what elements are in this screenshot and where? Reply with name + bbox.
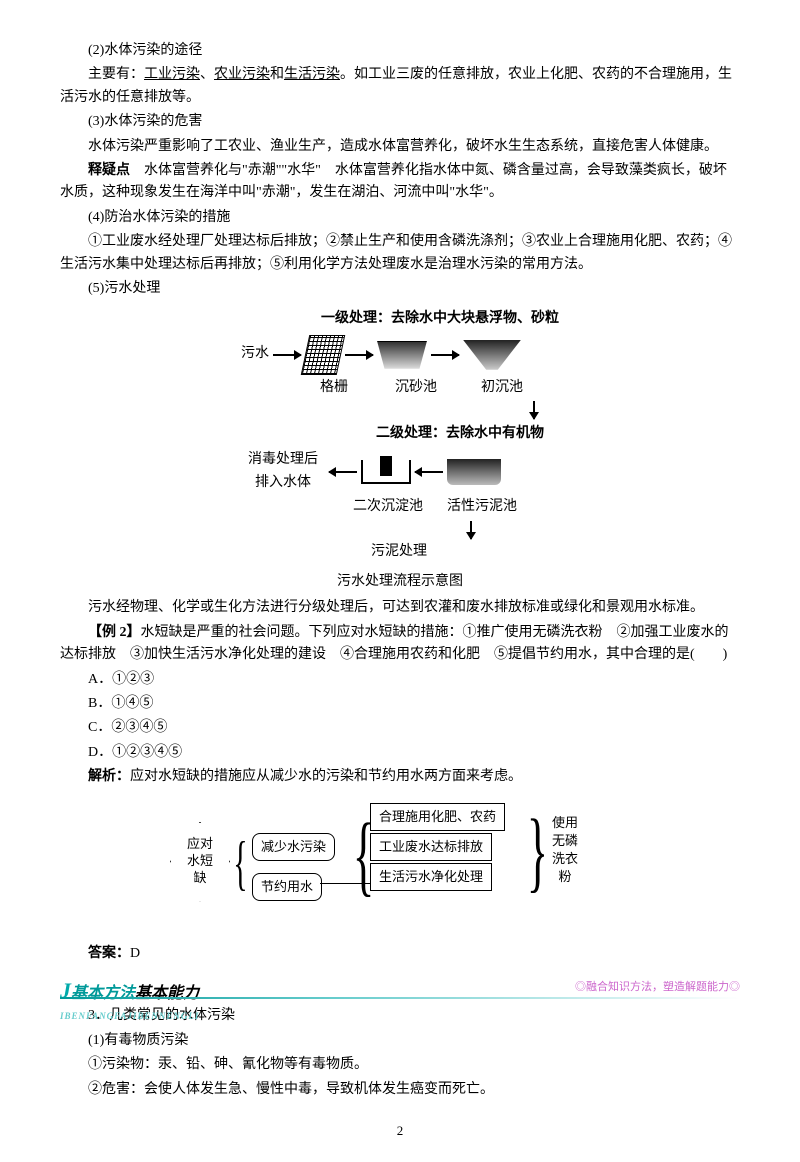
mindmap-diagram: 应对水短缺 { 减少水污染 节约用水 { 合理施用化肥、农药 工业废水达标排放 …: [60, 797, 740, 935]
answer-label: 答案：: [88, 946, 130, 961]
sand-shape: [377, 341, 427, 369]
note-para: 释疑点 水体富营养化与"赤潮""水华" 水体富营养化指水体中氮、磷含量过高，会导…: [60, 160, 740, 205]
arrow-down-icon: [533, 401, 535, 419]
options-block: A．①②③ B．①④⑤ C．②③④⑤ D．①②③④⑤: [88, 669, 740, 765]
analysis-label: 解析：: [88, 769, 130, 784]
level1-label: 一级处理：去除水中大块悬浮物、砂粒: [321, 308, 559, 330]
sec3-heading: (3)水体污染的危害: [60, 111, 740, 133]
sec4-heading: (4)防治水体污染的措施: [60, 207, 740, 229]
sec2-u1: 工业污染: [144, 67, 200, 82]
arrow-down-icon: [470, 521, 472, 539]
leaf-industrial: 工业废水达标排放: [370, 833, 492, 862]
bracket-icon: {: [233, 833, 247, 893]
arrow-left-icon: [329, 471, 357, 473]
option-b: B．①④⑤: [88, 693, 740, 715]
arrow-icon: [345, 354, 373, 356]
banner-main1: 基本方法: [71, 985, 135, 1002]
secondary-label: 二次沉淀池: [349, 496, 427, 518]
example-text: 水短缺是严重的社会问题。下列应对水短缺的措施：①推广使用无磷洗衣粉 ②加强工业废…: [60, 625, 729, 662]
note-label: 释疑点: [88, 163, 130, 178]
sec2-u3: 生活污染: [284, 67, 340, 82]
sec2-lead: 主要有：: [88, 67, 144, 82]
section-banner: J基本方法基本能力 IBENFANGFAJIBENNENGLI ◎融合知识方法，…: [60, 973, 740, 1001]
level2-label: 二级处理：去除水中有机物: [361, 423, 559, 445]
arrow-left-icon: [415, 471, 443, 473]
settle-shape: [361, 460, 411, 484]
leaf-domestic: 生活污水净化处理: [370, 863, 492, 892]
example-stem: 【例 2】水短缺是严重的社会问题。下列应对水短缺的措施：①推广使用无磷洗衣粉 ②…: [60, 622, 740, 667]
grid-shape: [301, 335, 346, 375]
banner-sub: IBENFANGFAJIBENNENGLI: [60, 1009, 199, 1023]
sludge-treat-label: 污泥处理: [359, 541, 439, 563]
primary-label: 初沉池: [473, 377, 531, 399]
primary-shape: [463, 340, 521, 370]
option-c: C．②③④⑤: [88, 717, 740, 739]
sec4-body: ①工业废水经处理厂处理达标后排放；②禁止生产和使用含磷洗涤剂；③农业上合理施用化…: [60, 231, 740, 276]
sewage-label: 污水: [241, 343, 269, 365]
sand-label: 沉砂池: [387, 377, 445, 399]
sewage-flowchart: 一级处理：去除水中大块悬浮物、砂粒 污水 格栅 沉砂池 初沉池 二级处理：去除水…: [60, 308, 740, 563]
common-line2: ②危害：会使人体发生急、慢性中毒，导致机体发生癌变而死亡。: [60, 1079, 740, 1101]
answer-value: D: [130, 946, 140, 961]
banner-main2: 基本能力: [135, 985, 199, 1002]
post-flow: 污水经物理、化学或生化方法进行分级处理后，可达到农灌和废水排放标准或绿化和景观用…: [60, 597, 740, 619]
common-sub1: (1)有毒物质污染: [60, 1030, 740, 1052]
page-number: 2: [60, 1121, 740, 1142]
note-body: 水体富营养化与"赤潮""水华" 水体富营养化指水体中氮、磷含量过高，会导致藻类疯…: [60, 163, 727, 200]
root-diamond: 应对水短缺: [170, 822, 230, 902]
sec2-u2: 农业污染: [214, 67, 270, 82]
sec5-heading: (5)污水处理: [60, 278, 740, 300]
example-label: 【例 2】: [88, 625, 141, 640]
sludge-shape: [447, 459, 501, 485]
connector-line: [320, 883, 370, 885]
option-a: A．①②③: [88, 669, 740, 691]
analysis: 解析：应对水短缺的措施应从减少水的污染和节约用水两方面来考虑。: [60, 766, 740, 788]
option-d: D．①②③④⑤: [88, 742, 740, 764]
common-line1: ①污染物：汞、铅、砷、氰化物等有毒物质。: [60, 1054, 740, 1076]
sludge-pool-label: 活性污泥池: [443, 496, 521, 518]
right-box: 使用无磷洗衣粉: [544, 811, 586, 890]
sec3-body: 水体污染严重影响了工农业、渔业生产，造成水体富营养化，破坏水生生态系统，直接危害…: [60, 136, 740, 158]
banner-right: ◎融合知识方法，塑造解题能力◎: [575, 979, 740, 997]
sec2-body: 主要有：工业污染、农业污染和生活污染。如工业三废的任意排放，农业上化肥、农药的不…: [60, 64, 740, 109]
leaf-fertilizer: 合理施用化肥、农药: [370, 803, 505, 832]
analysis-text: 应对水短缺的措施应从减少水的污染和节约用水两方面来考虑。: [130, 769, 522, 784]
answer-line: 答案：D: [60, 943, 740, 965]
banner-underline: [60, 997, 740, 999]
disinfect1: 消毒处理后: [248, 449, 318, 471]
arrow-icon: [273, 354, 301, 356]
arrow-icon: [431, 354, 459, 356]
sec2-heading: (2)水体污染的途径: [60, 40, 740, 62]
branch-save: 节约用水: [252, 873, 322, 902]
branch-pollution: 减少水污染: [252, 833, 335, 862]
flow-caption: 污水处理流程示意图: [60, 571, 740, 593]
grid-label: 格栅: [309, 377, 359, 399]
disinfect2: 排入水体: [255, 472, 311, 494]
